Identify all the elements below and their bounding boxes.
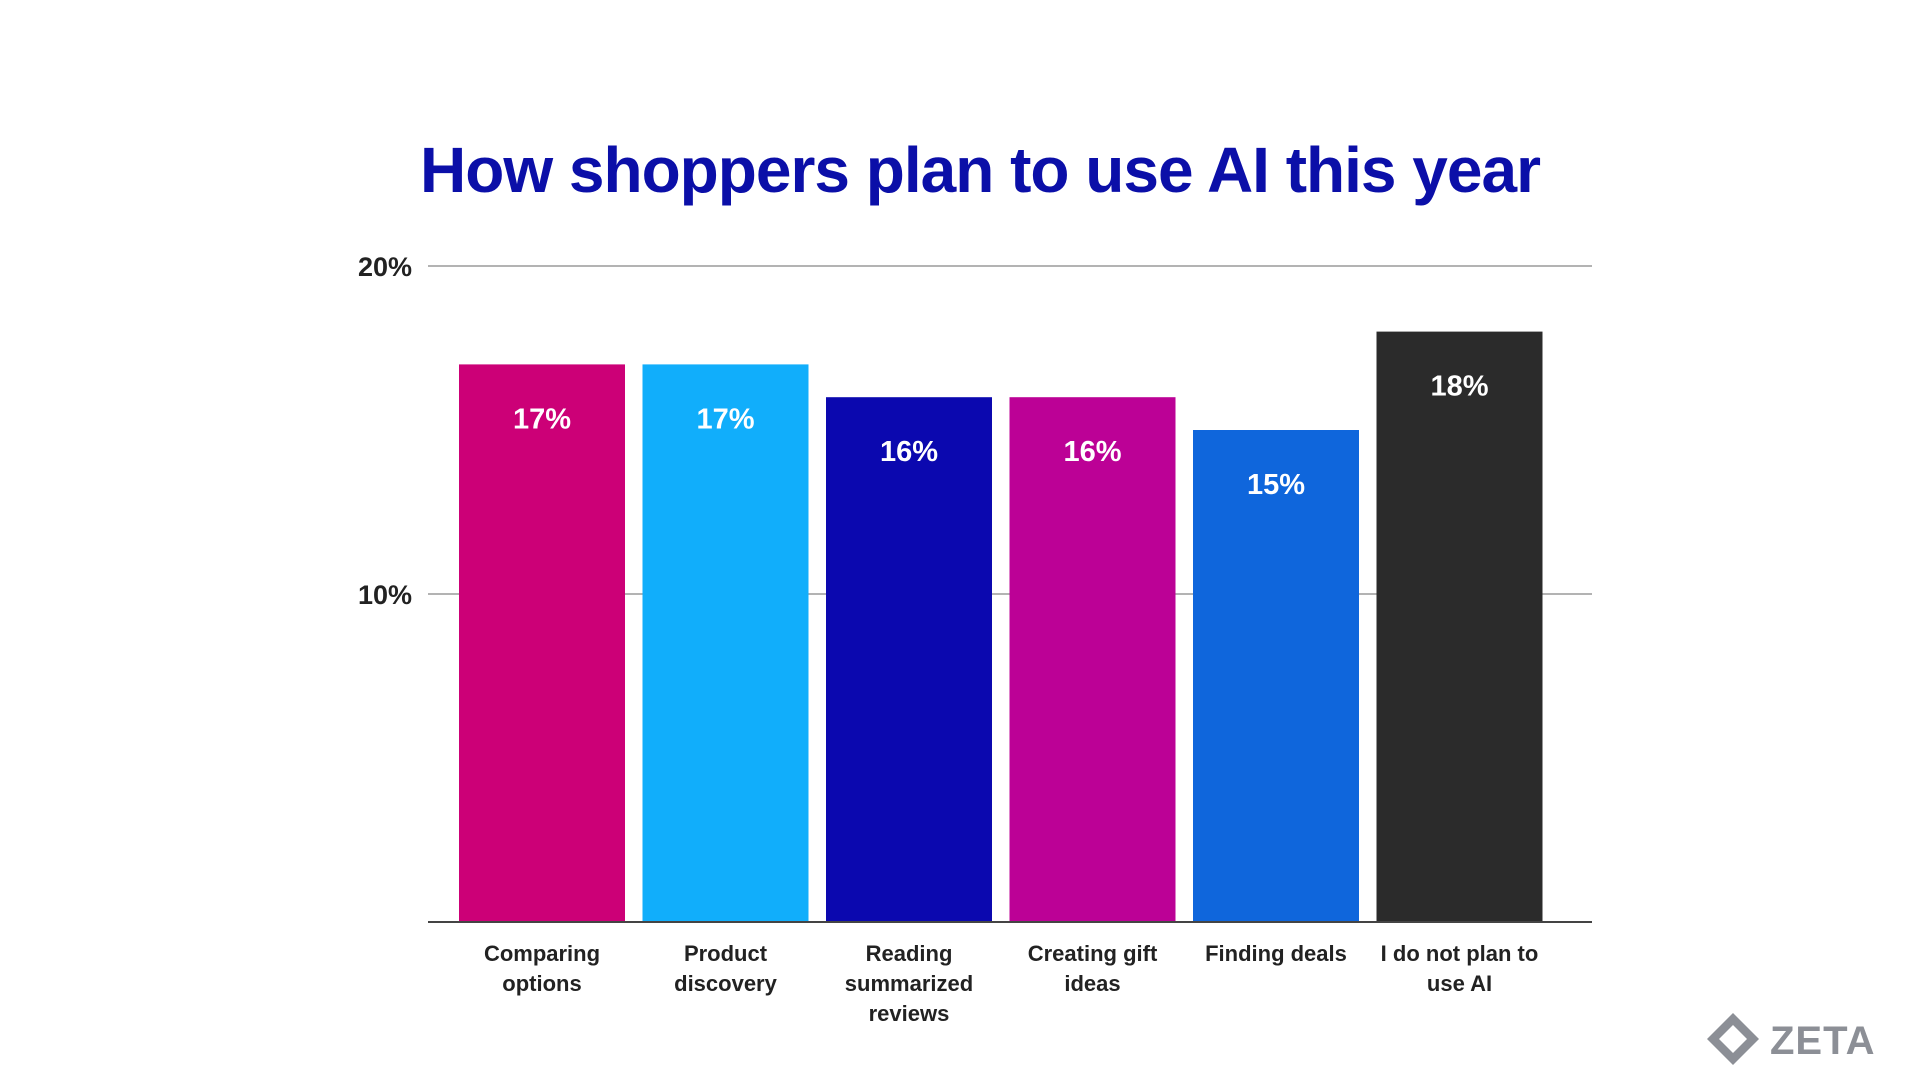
x-category-label-line: Product — [684, 941, 768, 966]
bar-data-label: 18% — [1430, 371, 1488, 403]
bar — [459, 364, 625, 922]
bars-layer — [459, 331, 1543, 923]
x-category-label-line: reviews — [869, 1001, 950, 1026]
x-category-label-line: ideas — [1064, 971, 1120, 996]
bar-data-label: 16% — [880, 436, 938, 468]
chart-title: How shoppers plan to use AI this year — [420, 134, 1540, 206]
x-category-label-line: Reading — [866, 941, 953, 966]
x-category-label: Reading summarized reviews — [845, 941, 973, 1026]
x-category-label: Product discovery — [674, 941, 777, 996]
y-tick-label: 10% — [358, 580, 412, 610]
x-category-label-line: summarized — [845, 971, 973, 996]
x-category-label: Finding deals — [1205, 941, 1347, 966]
zeta-logo: ZETA — [1707, 1013, 1875, 1065]
bar — [826, 397, 992, 922]
x-category-label-line: Creating gift — [1028, 941, 1158, 966]
x-category-label: Comparing options — [484, 941, 600, 996]
x-category-label: I do not plan to use AI — [1381, 941, 1539, 996]
bar — [642, 364, 809, 922]
x-category-label: Creating gift ideas — [1028, 941, 1158, 996]
bar-data-label: 16% — [1063, 436, 1121, 468]
zeta-diamond-icon — [1707, 1013, 1759, 1065]
x-category-label-line: options — [502, 971, 581, 996]
x-category-label-line: Finding deals — [1205, 941, 1347, 966]
bar-data-label: 17% — [513, 403, 571, 435]
bar-data-label: 17% — [696, 403, 754, 435]
labels-layer: 10% 20% 17% Comparing options 17% Product disco… — [358, 252, 1538, 1026]
bar — [1193, 430, 1359, 922]
x-category-label-line: discovery — [674, 971, 777, 996]
bar — [1376, 331, 1543, 923]
bar-data-label: 15% — [1247, 469, 1305, 501]
y-tick-label: 20% — [358, 252, 412, 282]
x-category-label-line: use AI — [1427, 971, 1492, 996]
x-category-label-line: I do not plan to — [1381, 941, 1539, 966]
x-category-label-line: Comparing — [484, 941, 600, 966]
bar — [1009, 397, 1176, 922]
zeta-logo-text: ZETA — [1770, 1019, 1875, 1063]
